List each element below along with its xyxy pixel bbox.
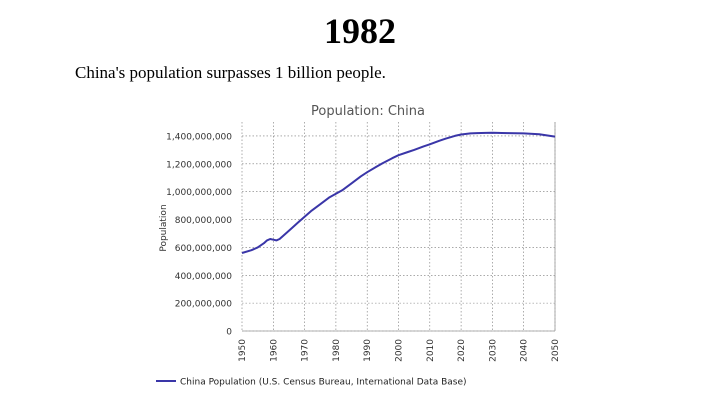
y-tick-label: 1,000,000,000 xyxy=(166,188,232,198)
x-tick-label: 2000 xyxy=(395,339,405,362)
y-tick-label: 0 xyxy=(226,328,232,338)
x-tick-label: 2010 xyxy=(426,339,436,362)
x-tick-label: 1970 xyxy=(301,339,311,362)
slide-caption: China's population surpasses 1 billion p… xyxy=(75,63,386,82)
y-tick-label: 1,400,000,000 xyxy=(166,132,232,142)
y-tick-label: 400,000,000 xyxy=(175,272,233,282)
x-tick-label: 1980 xyxy=(332,339,342,362)
y-tick-label: 800,000,000 xyxy=(175,216,233,226)
x-tick-label: 2020 xyxy=(457,339,467,362)
y-tick-label: 600,000,000 xyxy=(175,244,233,254)
x-tick-label: 1950 xyxy=(238,339,248,362)
population-chart: Population: China Population 0 200,000,00… xyxy=(156,104,561,388)
y-tick-label: 200,000,000 xyxy=(175,300,233,310)
chart-title: Population: China xyxy=(311,104,425,119)
slide-title: 1982 xyxy=(324,11,396,51)
x-tick-label: 1960 xyxy=(269,339,279,362)
series-line-china-population xyxy=(241,131,556,254)
y-tick-label: 1,200,000,000 xyxy=(166,160,232,170)
x-tick-label: 2050 xyxy=(551,339,561,362)
x-tick-label: 2040 xyxy=(520,339,530,362)
legend-label: China Population (U.S. Census Bureau, In… xyxy=(180,378,467,388)
x-tick-label: 2030 xyxy=(488,339,498,362)
x-tick-label: 1990 xyxy=(363,339,373,362)
y-axis-label: Population xyxy=(159,204,169,251)
